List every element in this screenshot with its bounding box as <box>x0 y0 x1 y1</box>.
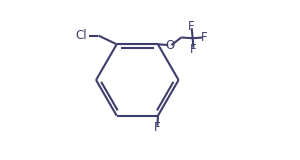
Text: Cl: Cl <box>75 29 87 42</box>
Text: F: F <box>190 43 197 56</box>
Text: F: F <box>201 31 208 44</box>
Text: F: F <box>188 20 195 33</box>
Text: F: F <box>154 121 160 134</box>
Text: O: O <box>165 39 175 52</box>
